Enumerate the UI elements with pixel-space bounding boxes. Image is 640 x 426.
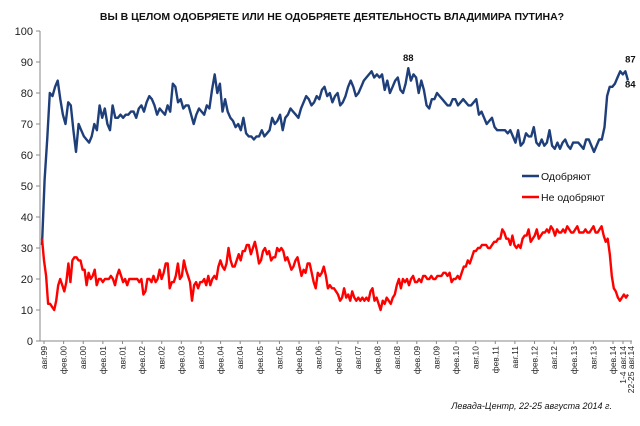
x-tick-label: фев.05	[255, 346, 265, 374]
y-tick-label: 70	[21, 119, 33, 131]
x-tick-label: авг.01	[117, 346, 127, 369]
x-tick-label: авг.10	[471, 346, 481, 369]
x-tick-label: фев.04	[216, 346, 226, 374]
x-tick-label: фев.06	[294, 346, 304, 374]
y-tick-label: 80	[21, 88, 33, 100]
series-layer	[40, 67, 630, 312]
x-tick-label: 22-25 авг.14	[626, 346, 636, 393]
y-tick-label: 60	[21, 150, 33, 162]
legend: Одобряют Не одобряют	[522, 171, 605, 204]
x-tick-label: авг.09	[431, 346, 441, 369]
y-tick-label: 30	[21, 243, 33, 255]
x-tick-label: фев.11	[490, 346, 500, 374]
x-tick-label: авг.04	[235, 346, 245, 369]
x-tick-label: фев.00	[59, 346, 69, 374]
x-tick-label: фев.14	[608, 346, 618, 374]
y-tick-label: 90	[21, 57, 33, 69]
x-tick-label: авг.99	[39, 346, 49, 369]
y-tick-label: 40	[21, 212, 33, 224]
y-tick-label: 0	[27, 336, 33, 348]
x-tick-label: фев.12	[530, 346, 540, 374]
x-tick-label: авг.08	[392, 346, 402, 369]
x-tick-label: фев.09	[412, 346, 422, 374]
x-tick-label: авг.03	[196, 346, 206, 369]
data-label: 88	[403, 53, 414, 64]
x-tick-label: фев.03	[176, 346, 186, 374]
x-tick-label: фев.02	[137, 346, 147, 374]
x-tick-label: авг.05	[274, 346, 284, 369]
x-tick-label: фев.08	[373, 346, 383, 374]
y-axis: 0 10 20 30 40 50 60 70 80 90 100	[15, 26, 41, 348]
x-tick-label: фев.07	[333, 346, 343, 374]
x-tick-label: фев.01	[98, 346, 108, 374]
data-label: 84	[625, 80, 636, 91]
data-label: 87	[625, 54, 636, 65]
x-tick-label: авг.12	[549, 346, 559, 369]
y-tick-label: 100	[15, 26, 33, 38]
x-tick-label: авг.11	[510, 346, 520, 369]
series-line-approve	[40, 67, 630, 245]
legend-label: Не одобряют	[541, 192, 605, 204]
y-tick-label: 50	[21, 181, 33, 193]
x-axis: авг.99 фев.00 авг.00 фев.01 авг.01 фев.02 авг.…	[39, 340, 636, 393]
x-tick-label: авг.06	[314, 346, 324, 369]
x-tick-label: авг.07	[353, 346, 363, 369]
x-tick-label: авг.02	[157, 346, 167, 369]
x-tick-label: 1-4 авг.14	[618, 346, 628, 384]
x-tick-label: фев.10	[451, 346, 461, 374]
chart-title: ВЫ В ЦЕЛОМ ОДОБРЯЕТЕ ИЛИ НЕ ОДОБРЯЕТЕ ДЕ…	[100, 11, 564, 23]
x-tick-label: фев.13	[569, 346, 579, 374]
x-tick-label: авг.00	[78, 346, 88, 369]
series-line-disapprove	[40, 225, 630, 312]
y-tick-label: 10	[21, 305, 33, 317]
annotation-layer: 88 87 84	[403, 53, 636, 90]
source-note: Левада-Центр, 22-25 августа 2014 г.	[450, 401, 612, 411]
legend-label: Одобряют	[541, 171, 591, 183]
y-tick-label: 20	[21, 274, 33, 286]
x-tick-label: авг.13	[588, 346, 598, 369]
